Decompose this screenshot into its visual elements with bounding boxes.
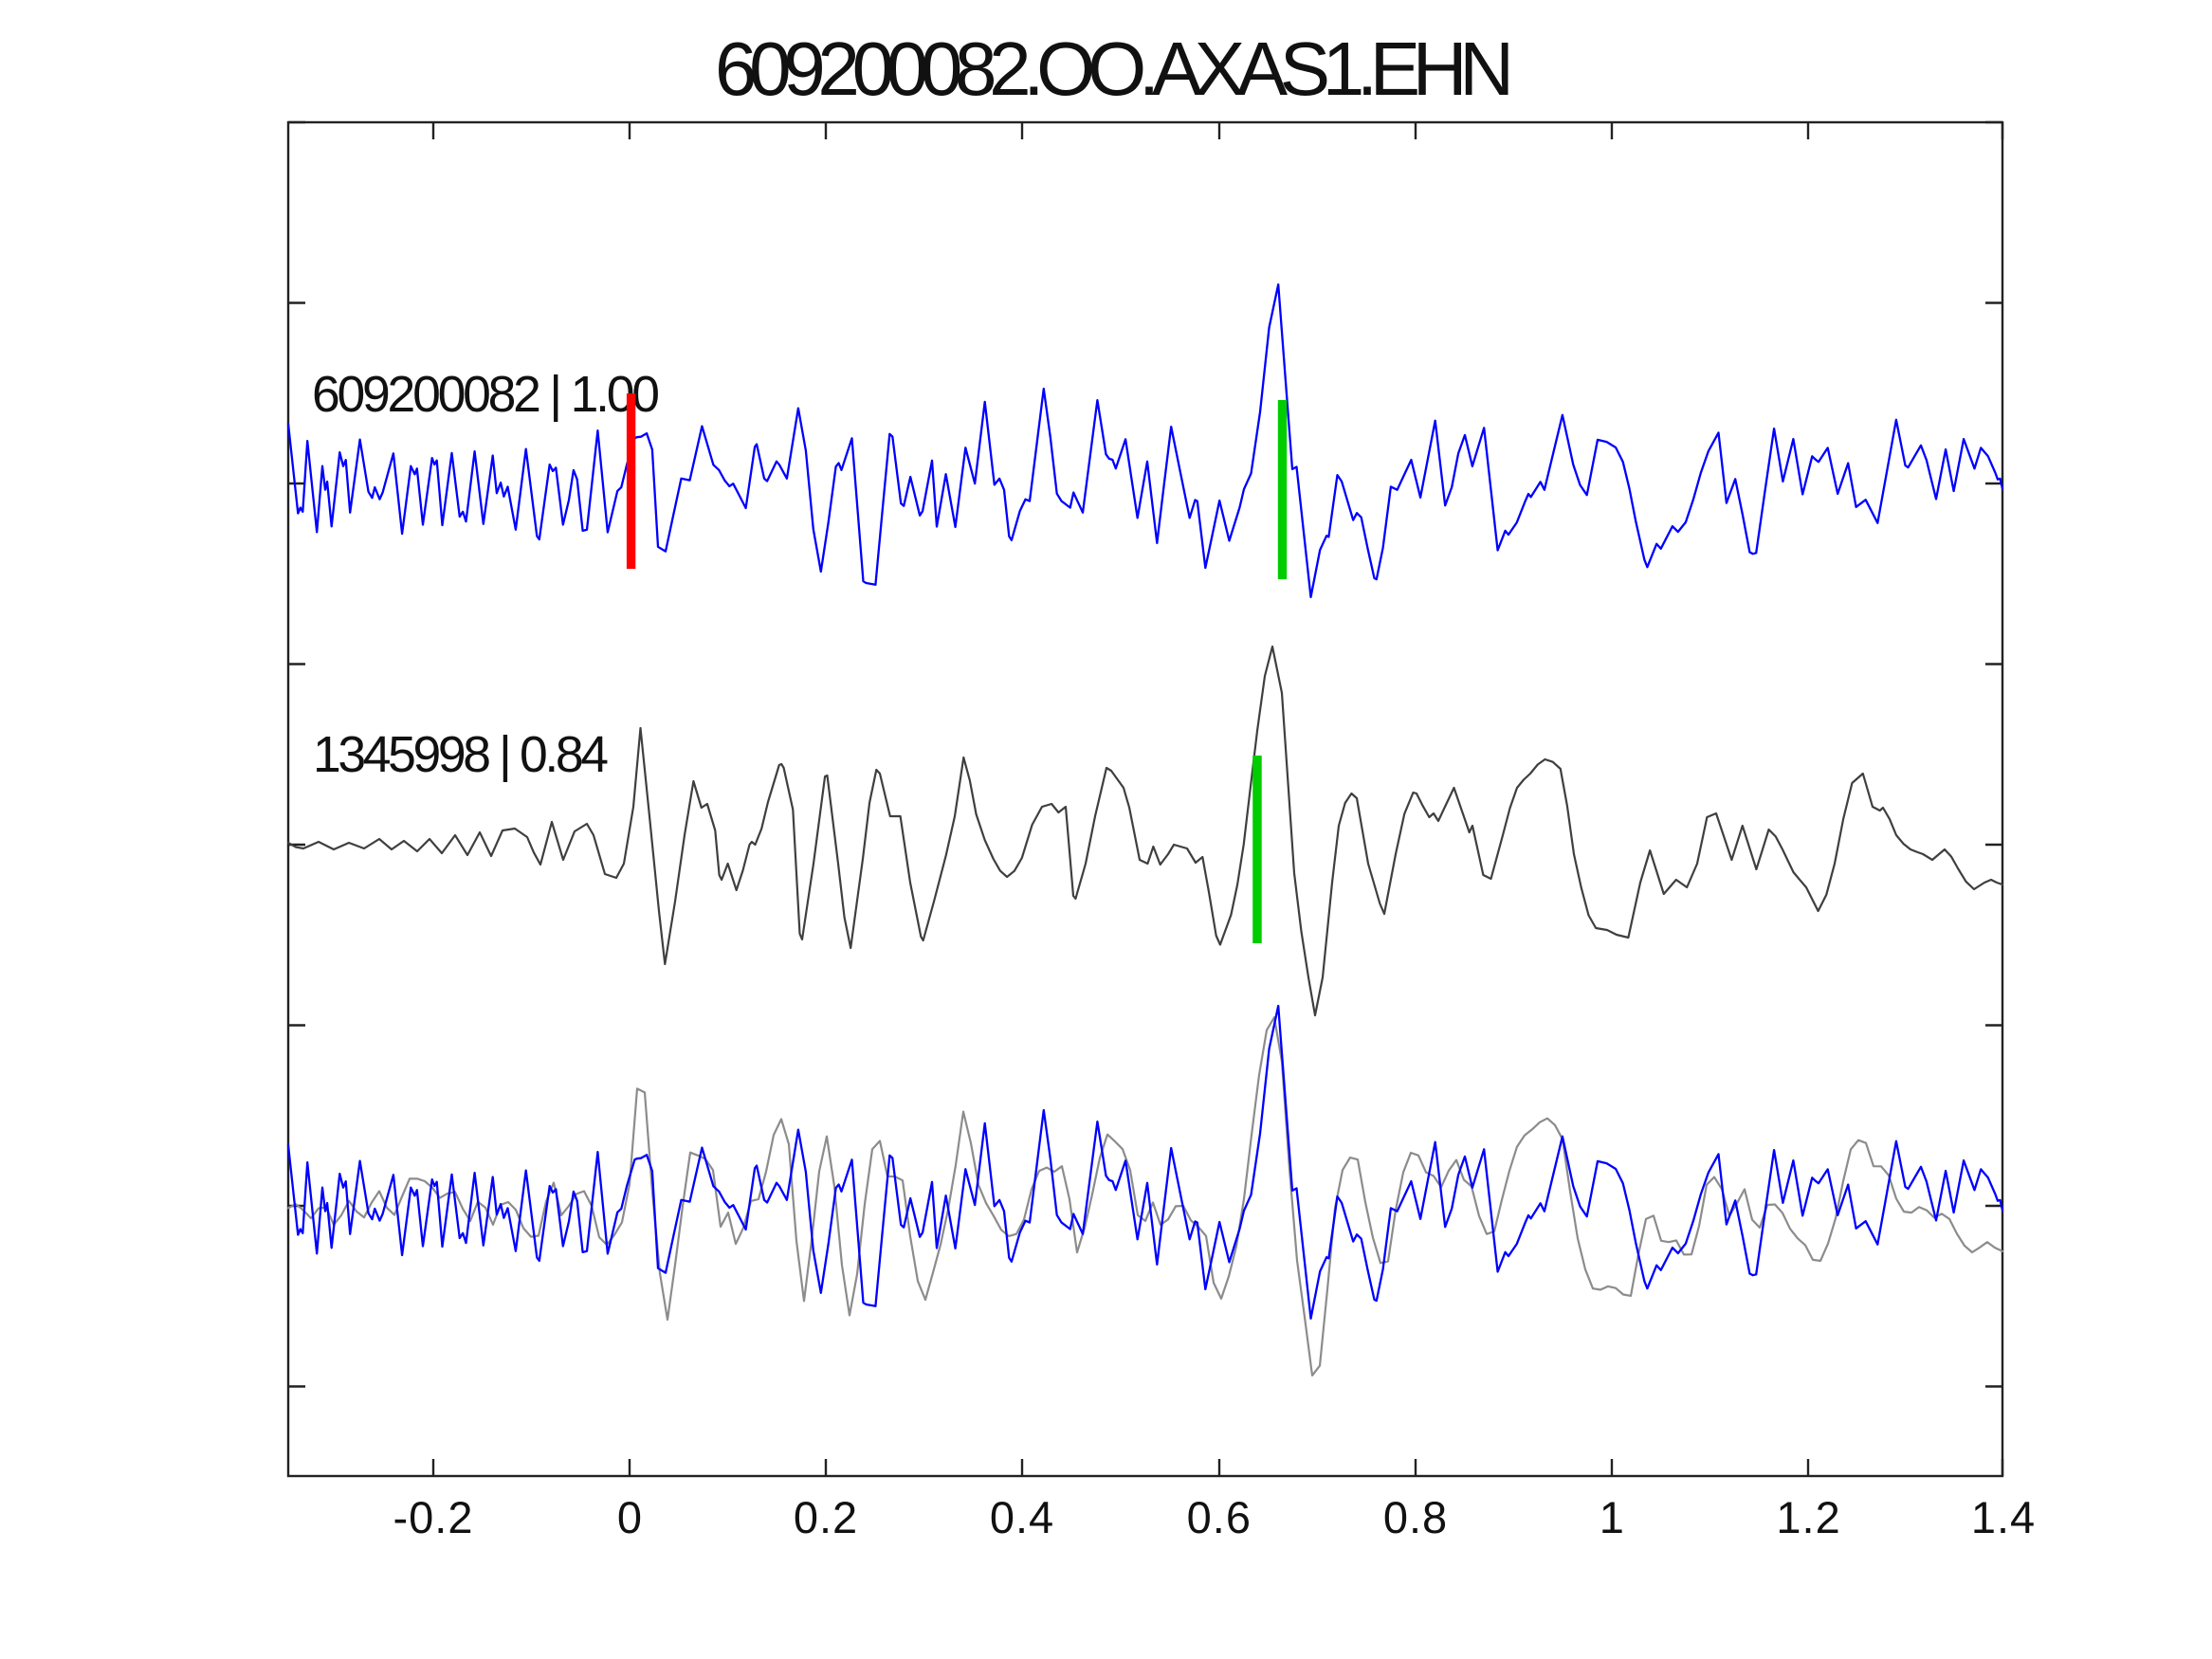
svg-text:-0.2: -0.2 [393,1492,474,1542]
svg-text:609200082 | 1.00: 609200082 | 1.00 [312,367,660,423]
svg-text:1: 1 [1600,1492,1625,1542]
svg-text:0.6: 0.6 [1187,1492,1252,1542]
svg-text:0: 0 [617,1492,643,1542]
svg-text:0.8: 0.8 [1383,1492,1448,1542]
svg-text:0.2: 0.2 [794,1492,858,1542]
svg-text:1.4: 1.4 [1971,1492,2036,1542]
svg-text:0.4: 0.4 [990,1492,1054,1542]
svg-text:1.2: 1.2 [1776,1492,1840,1542]
svg-text:1345998 | 0.84: 1345998 | 0.84 [313,727,609,783]
svg-text:609200082.OO.AXAS1.EHN: 609200082.OO.AXAS1.EHN [715,27,1514,111]
